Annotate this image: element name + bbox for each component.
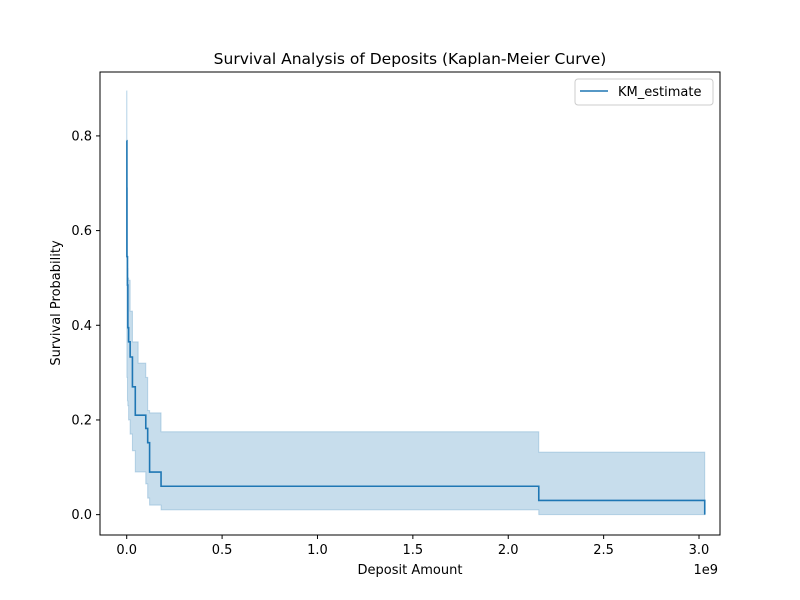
y-axis-ticks: 0.0 0.2 0.4 0.6 0.8	[71, 129, 100, 523]
y-tick-label: 0.0	[71, 508, 92, 523]
x-tick-label: 0.5	[212, 543, 233, 558]
legend-box	[574, 78, 714, 106]
x-axis-label: Deposit Amount	[358, 563, 463, 578]
y-axis-label: Survival Probability	[49, 240, 64, 366]
x-tick-label: 0.0	[116, 543, 137, 558]
x-tick-label: 2.5	[593, 543, 614, 558]
legend-label-km-estimate: KM_estimate	[618, 85, 701, 100]
axes-frame	[99, 71, 721, 536]
y-tick-label: 0.6	[71, 224, 92, 239]
y-tick-label: 0.2	[71, 413, 92, 428]
x-axis-ticks: 0.0 0.5 1.0 1.5 2.0 2.5 3.0	[116, 535, 709, 558]
y-tick-label: 0.8	[71, 129, 92, 144]
km-estimate-line	[126, 139, 706, 515]
x-offset-text: 1e9	[693, 563, 718, 578]
confidence-band	[126, 90, 706, 516]
x-tick-label: 2.0	[498, 543, 519, 558]
x-tick-label: 3.0	[689, 543, 710, 558]
legend: KM_estimate	[574, 78, 714, 106]
x-tick-label: 1.5	[403, 543, 424, 558]
y-tick-label: 0.4	[71, 319, 92, 334]
x-tick-label: 1.0	[307, 543, 328, 558]
plot-area	[126, 90, 706, 516]
chart-title: Survival Analysis of Deposits (Kaplan-Me…	[214, 50, 607, 68]
